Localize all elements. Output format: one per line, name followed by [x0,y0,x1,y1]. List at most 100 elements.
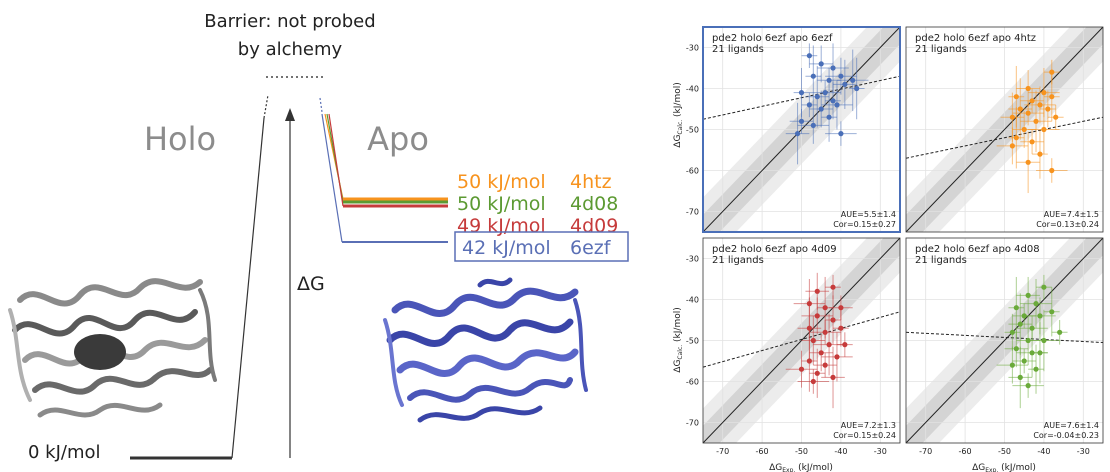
holo-label: Holo [144,120,216,158]
regression-line [906,331,1103,344]
x-tick-label: -50 [795,447,808,456]
identity-line [906,27,1103,232]
level-label-4htz-energy: 50 kJ/mol [457,171,546,193]
data-point [825,57,857,95]
data-point [1036,158,1068,183]
data-point [1036,274,1052,300]
aue-stat: AUE=7.2±1.3 [841,421,896,430]
data-point [797,369,830,394]
y-tick-label: -70 [686,208,699,217]
panel-title: pde2 holo 6ezf apo 4d08 [915,244,1040,255]
zero-energy-label: 0 kJ/mol [28,442,101,463]
data-point [1004,313,1021,351]
panel-plot-area [703,27,900,232]
aue-stat: AUE=7.4±1.5 [1044,210,1099,219]
y-axis-label-top: ΔGCalc. (kJ/mol) [673,82,684,147]
y-tick-label: -40 [686,296,699,305]
x-tick-label: -40 [1037,447,1050,456]
x-tick-label: -30 [1077,447,1090,456]
delta-g-label: ΔG [297,273,325,295]
y-tick-label: -50 [686,126,699,135]
panel-plot-area [703,238,900,443]
y-tick-label: -60 [686,167,699,176]
data-point [789,109,814,134]
aue-stat: AUE=7.6±1.4 [1044,421,1099,430]
panel-subtitle: 21 ligands [712,44,764,55]
data-point [1024,86,1056,124]
data-point [1020,279,1052,329]
cor-stat: Cor=-0.04±0.23 [1033,431,1099,440]
data-point [797,106,830,144]
data-point [848,57,865,120]
x-tick-label: -60 [959,447,972,456]
panel-title: pde2 holo 6ezf apo 4d09 [712,244,837,255]
panel-plot-area [906,27,1103,232]
data-point [825,121,857,146]
y-tick-label: -70 [686,419,699,428]
data-point [1008,106,1025,169]
panel-title: pde2 holo 6ezf apo 6ezf [712,33,833,44]
data-point [1043,287,1060,337]
apo-label: Apo [367,120,429,158]
x-tick-label: -60 [756,447,769,456]
data-point [1020,129,1044,155]
data-point [821,332,853,382]
data-point [1028,104,1060,155]
data-point [785,102,810,165]
data-point [833,309,849,347]
identity-line [906,238,1103,443]
data-point [1047,104,1064,130]
panel-title: pde2 holo 6ezf apo 4htz [915,33,1036,44]
data-point [1016,131,1040,194]
data-point [836,49,869,112]
panel-frame [905,237,1104,444]
data-point [1032,322,1048,384]
y-tick-label: -30 [686,44,699,53]
x-axis-label-right: ΔGExp. (kJ/mol) [972,463,1036,472]
level-label-4d08-structure: 4d08 [570,193,618,215]
panel-plot-area [906,238,1103,443]
data-point [836,332,853,357]
regression-line [906,116,1103,159]
data-point [809,348,826,398]
holo-protein-structure [8,278,217,418]
holo-ascending-line [231,117,265,459]
energy-diagram: Barrier: not probed by alchemy Holo Apo … [8,11,629,463]
panel-frame [905,26,1104,233]
x-tick-label: -30 [874,447,887,456]
data-point [1028,309,1060,372]
x-tick-label: -40 [834,447,847,456]
data-point [1051,320,1068,345]
level-label-6ezf-structure: 6ezf [570,237,612,259]
y-tick-label: -30 [686,255,699,264]
barrier-label-line2: by alchemy [238,39,343,60]
y-tick-label: -60 [686,378,699,387]
panel-frame [702,26,901,233]
level-label-6ezf-energy: 42 kJ/mol [462,237,551,259]
cor-stat: Cor=0.15±0.24 [833,431,896,440]
delta-g-arrow-head [285,108,295,121]
level-6ezf-box [454,231,629,262]
cor-stat: Cor=0.15±0.27 [833,220,896,229]
data-point [801,92,818,118]
x-axis-label-left: ΔGExp. (kJ/mol) [769,463,833,472]
barrier-label-line1: Barrier: not probed [204,11,375,32]
x-tick-label: -70 [919,447,932,456]
data-point [1012,348,1037,374]
data-point [821,346,845,409]
data-point [996,127,1029,165]
panel-frame [702,237,901,444]
apo-descending-lines [319,97,344,243]
y-tick-label: -50 [686,337,699,346]
data-point [825,295,841,345]
data-point [821,80,853,130]
level-label-4htz-structure: 4htz [570,171,612,193]
panel-subtitle: 21 ligands [915,255,967,266]
cor-stat: Cor=0.13±0.24 [1036,220,1099,229]
